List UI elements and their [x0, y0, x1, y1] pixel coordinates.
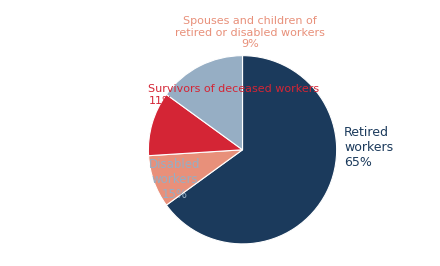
Wedge shape: [166, 56, 242, 150]
Wedge shape: [148, 94, 242, 156]
Text: Survivors of deceased workers
11%: Survivors of deceased workers 11%: [148, 84, 319, 106]
Wedge shape: [149, 150, 242, 205]
Text: Retired
workers
65%: Retired workers 65%: [344, 126, 393, 169]
Text: Disabled
workers
15%: Disabled workers 15%: [149, 158, 201, 201]
Text: Spouses and children of
retired or disabled workers
9%: Spouses and children of retired or disab…: [175, 16, 325, 49]
Wedge shape: [166, 56, 337, 244]
